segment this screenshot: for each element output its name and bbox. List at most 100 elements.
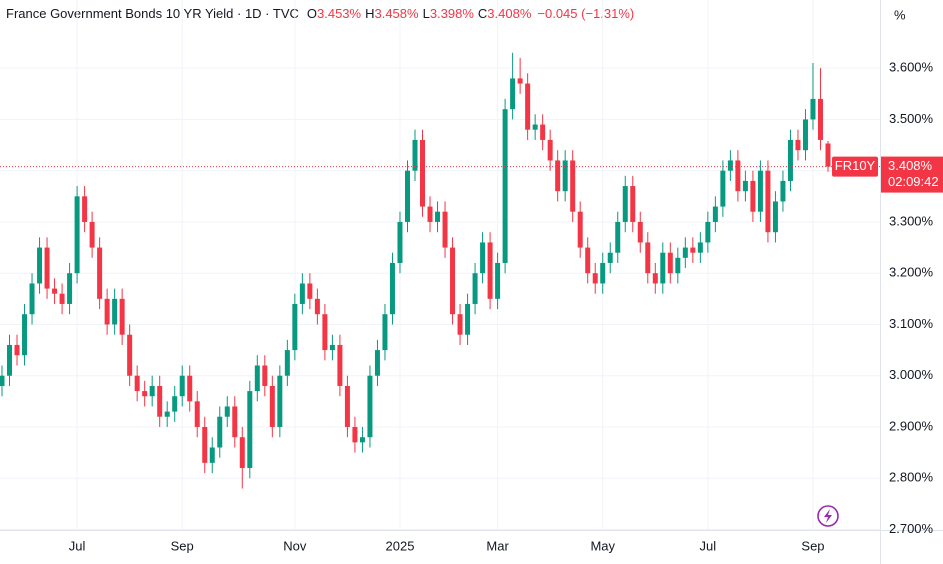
candle-body xyxy=(712,206,718,222)
candle-body xyxy=(622,186,628,222)
candle-body xyxy=(97,247,103,299)
candle-body xyxy=(532,124,538,130)
candle-body xyxy=(465,303,471,335)
candle-body xyxy=(22,314,28,356)
candle-body xyxy=(299,283,305,304)
x-tick-label: May xyxy=(590,538,615,553)
candle-body xyxy=(337,344,343,386)
y-tick-label: 3.000% xyxy=(889,367,934,382)
candle-body xyxy=(0,375,5,386)
candle-body xyxy=(172,396,178,412)
candle-body xyxy=(795,139,801,151)
candle-body xyxy=(765,170,771,233)
candle-body xyxy=(727,160,733,171)
candle-body xyxy=(89,221,95,248)
candle-body xyxy=(472,273,478,304)
candle-body xyxy=(292,303,298,351)
candle-body xyxy=(607,252,613,263)
candle-body xyxy=(67,273,73,304)
candle-body xyxy=(344,385,350,427)
candle-body xyxy=(329,344,335,351)
legend-value: 3.458% xyxy=(374,6,419,21)
candle-body xyxy=(817,98,823,140)
candle-body xyxy=(209,447,215,463)
candle-body xyxy=(697,242,703,253)
candle-body xyxy=(457,314,463,335)
candle-body xyxy=(592,273,598,284)
candle-body xyxy=(720,170,726,207)
y-tick-label: 2.900% xyxy=(889,418,934,433)
candle-body xyxy=(382,314,388,351)
candle-body xyxy=(502,109,508,263)
candle-body xyxy=(74,196,80,274)
candle-body xyxy=(495,262,501,299)
candle-body xyxy=(637,221,643,243)
candle-body xyxy=(585,247,591,274)
x-tick-label: Sep xyxy=(801,538,824,553)
candle-body xyxy=(645,242,651,274)
candle-body xyxy=(404,170,410,222)
candle-body xyxy=(412,139,418,171)
price-badge xyxy=(881,156,943,193)
y-tick-label: 3.600% xyxy=(889,60,934,75)
legend-key: H xyxy=(365,6,374,21)
candle-body xyxy=(540,124,546,140)
candle-body xyxy=(247,391,253,468)
last-price-label: 3.408% xyxy=(888,158,933,173)
candle-body xyxy=(112,298,118,325)
candle-body xyxy=(284,350,290,376)
candle-body xyxy=(14,344,20,356)
candle-body xyxy=(690,247,696,253)
legend-key: L xyxy=(423,6,430,21)
candle-body xyxy=(615,221,621,253)
candle-body xyxy=(600,262,606,284)
candle-body xyxy=(562,160,568,192)
candle-body xyxy=(682,247,688,258)
candle-body xyxy=(224,406,230,417)
candle-body xyxy=(59,293,65,304)
candle-body xyxy=(194,401,200,427)
candle-body xyxy=(735,160,741,192)
candle-body xyxy=(29,283,35,315)
axis-unit[interactable]: % xyxy=(894,7,906,22)
replay-icon[interactable] xyxy=(817,505,839,527)
candle-body xyxy=(420,139,426,207)
candle-body xyxy=(277,375,283,427)
y-tick-label: 3.500% xyxy=(889,111,934,126)
y-tick-label: 3.100% xyxy=(889,316,934,331)
candle-body xyxy=(44,247,50,289)
candle-body xyxy=(742,180,748,192)
x-tick-label: Nov xyxy=(283,538,307,553)
candle-body xyxy=(397,221,403,263)
x-tick-label: Jul xyxy=(700,538,717,553)
y-tick-label: 2.700% xyxy=(889,521,934,536)
y-tick-label: 3.200% xyxy=(889,265,934,280)
x-tick-label: Jul xyxy=(69,538,86,553)
candle-body xyxy=(450,247,456,315)
legend-title: France Government Bonds 10 YR Yield · 1D… xyxy=(6,6,299,21)
candle-body xyxy=(374,350,380,376)
candle-body xyxy=(389,262,395,315)
candle-body xyxy=(570,160,576,212)
candle-body xyxy=(104,298,110,325)
symbol-label: FR10Y xyxy=(835,158,876,173)
candle-body xyxy=(254,365,260,392)
candle-body xyxy=(652,273,658,284)
candle-body xyxy=(802,119,808,151)
candle-body xyxy=(179,375,185,397)
candle-body xyxy=(352,426,358,443)
candle-body xyxy=(262,365,268,386)
candle-body xyxy=(750,180,756,212)
candle-body xyxy=(307,283,313,299)
candle-body xyxy=(82,196,88,222)
candle-body xyxy=(757,170,763,212)
candle-body xyxy=(427,206,433,222)
candle-body xyxy=(157,385,163,417)
candle-body xyxy=(630,186,636,222)
candle-body xyxy=(780,180,786,202)
candle-body xyxy=(119,298,125,335)
candle-body xyxy=(202,426,208,463)
candle-body xyxy=(480,242,486,274)
